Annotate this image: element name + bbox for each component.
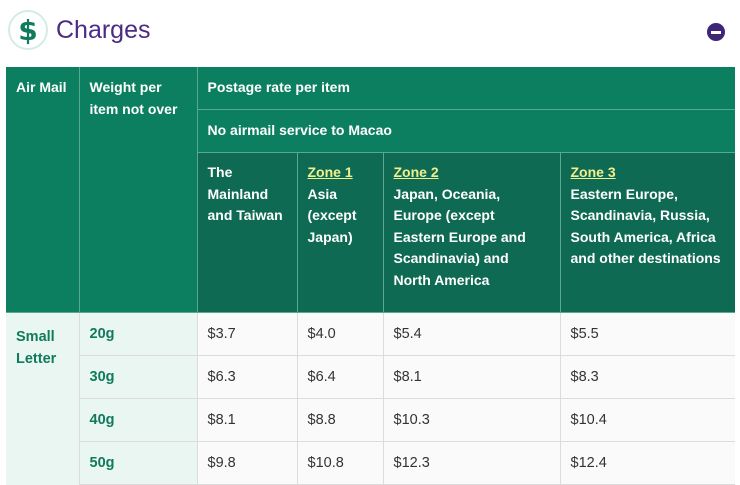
dollar-icon: $ (8, 10, 48, 50)
section-title: Charges (56, 16, 151, 44)
charges-table: Air Mail Weight per item not over Postag… (6, 67, 736, 485)
rate-cell: $9.8 (197, 441, 298, 485)
rate-cell: $8.3 (560, 355, 736, 399)
rate-cell: $3.7 (197, 312, 298, 356)
zone-3-header: Zone 3 Eastern Europe, Scandinavia, Russ… (560, 152, 736, 313)
zone-desc: Eastern Europe, Scandinavia, Russia, Sou… (570, 185, 721, 267)
rate-cell: $4.0 (297, 312, 384, 356)
zone-desc: The Mainland and Taiwan (207, 164, 283, 223)
category-small-letter: Small Letter (6, 312, 80, 485)
table-row: 50g $9.8 $10.8 $12.3 $12.4 (6, 441, 736, 485)
weight-cell: 50g (79, 441, 198, 485)
col-header-airmail: Air Mail (6, 67, 80, 313)
table-row: 30g $6.3 $6.4 $8.1 $8.3 (6, 355, 736, 399)
rate-cell: $12.3 (383, 441, 561, 485)
rate-cell: $10.8 (297, 441, 384, 485)
zone-1-link[interactable]: Zone 1 (307, 164, 353, 180)
zone-desc: Asia (except Japan) (307, 185, 357, 245)
minus-circle-icon[interactable] (707, 23, 725, 41)
dollar-glyph: $ (18, 13, 38, 47)
zone-3-link[interactable]: Zone 3 (570, 164, 616, 180)
zone-1-header: Zone 1 Asia (except Japan) (297, 152, 384, 313)
rate-cell: $10.4 (560, 398, 736, 442)
col-header-postage: Postage rate per item (197, 67, 736, 110)
table-row: 40g $8.1 $8.8 $10.3 $10.4 (6, 398, 736, 442)
rate-cell: $8.1 (197, 398, 298, 442)
weight-cell: 30g (79, 355, 198, 399)
table-row: Small Letter 20g $3.7 $4.0 $5.4 $5.5 (6, 312, 736, 485)
section-header: $ Charges (0, 0, 740, 66)
rate-cell: $8.8 (297, 398, 384, 442)
zone-2-link[interactable]: Zone 2 (393, 164, 439, 180)
weight-cell: 40g (79, 398, 198, 442)
rate-cell: $5.5 (560, 312, 736, 356)
rate-cell: $8.1 (383, 355, 561, 399)
rate-cell: $12.4 (560, 441, 736, 485)
rate-cell: $5.4 (383, 312, 561, 356)
col-header-weight: Weight per item not over (79, 67, 198, 313)
zone-mainland-header: The Mainland and Taiwan (197, 152, 298, 313)
weight-cell: 20g (79, 312, 198, 356)
macao-notice: No airmail service to Macao (197, 109, 736, 153)
rate-cell: $6.4 (297, 355, 384, 399)
zone-desc: Japan, Oceania, Europe (except Eastern E… (393, 185, 526, 288)
rate-cell: $6.3 (197, 355, 298, 399)
zone-2-header: Zone 2 Japan, Oceania, Europe (except Ea… (383, 152, 561, 313)
rate-cell: $10.3 (383, 398, 561, 442)
